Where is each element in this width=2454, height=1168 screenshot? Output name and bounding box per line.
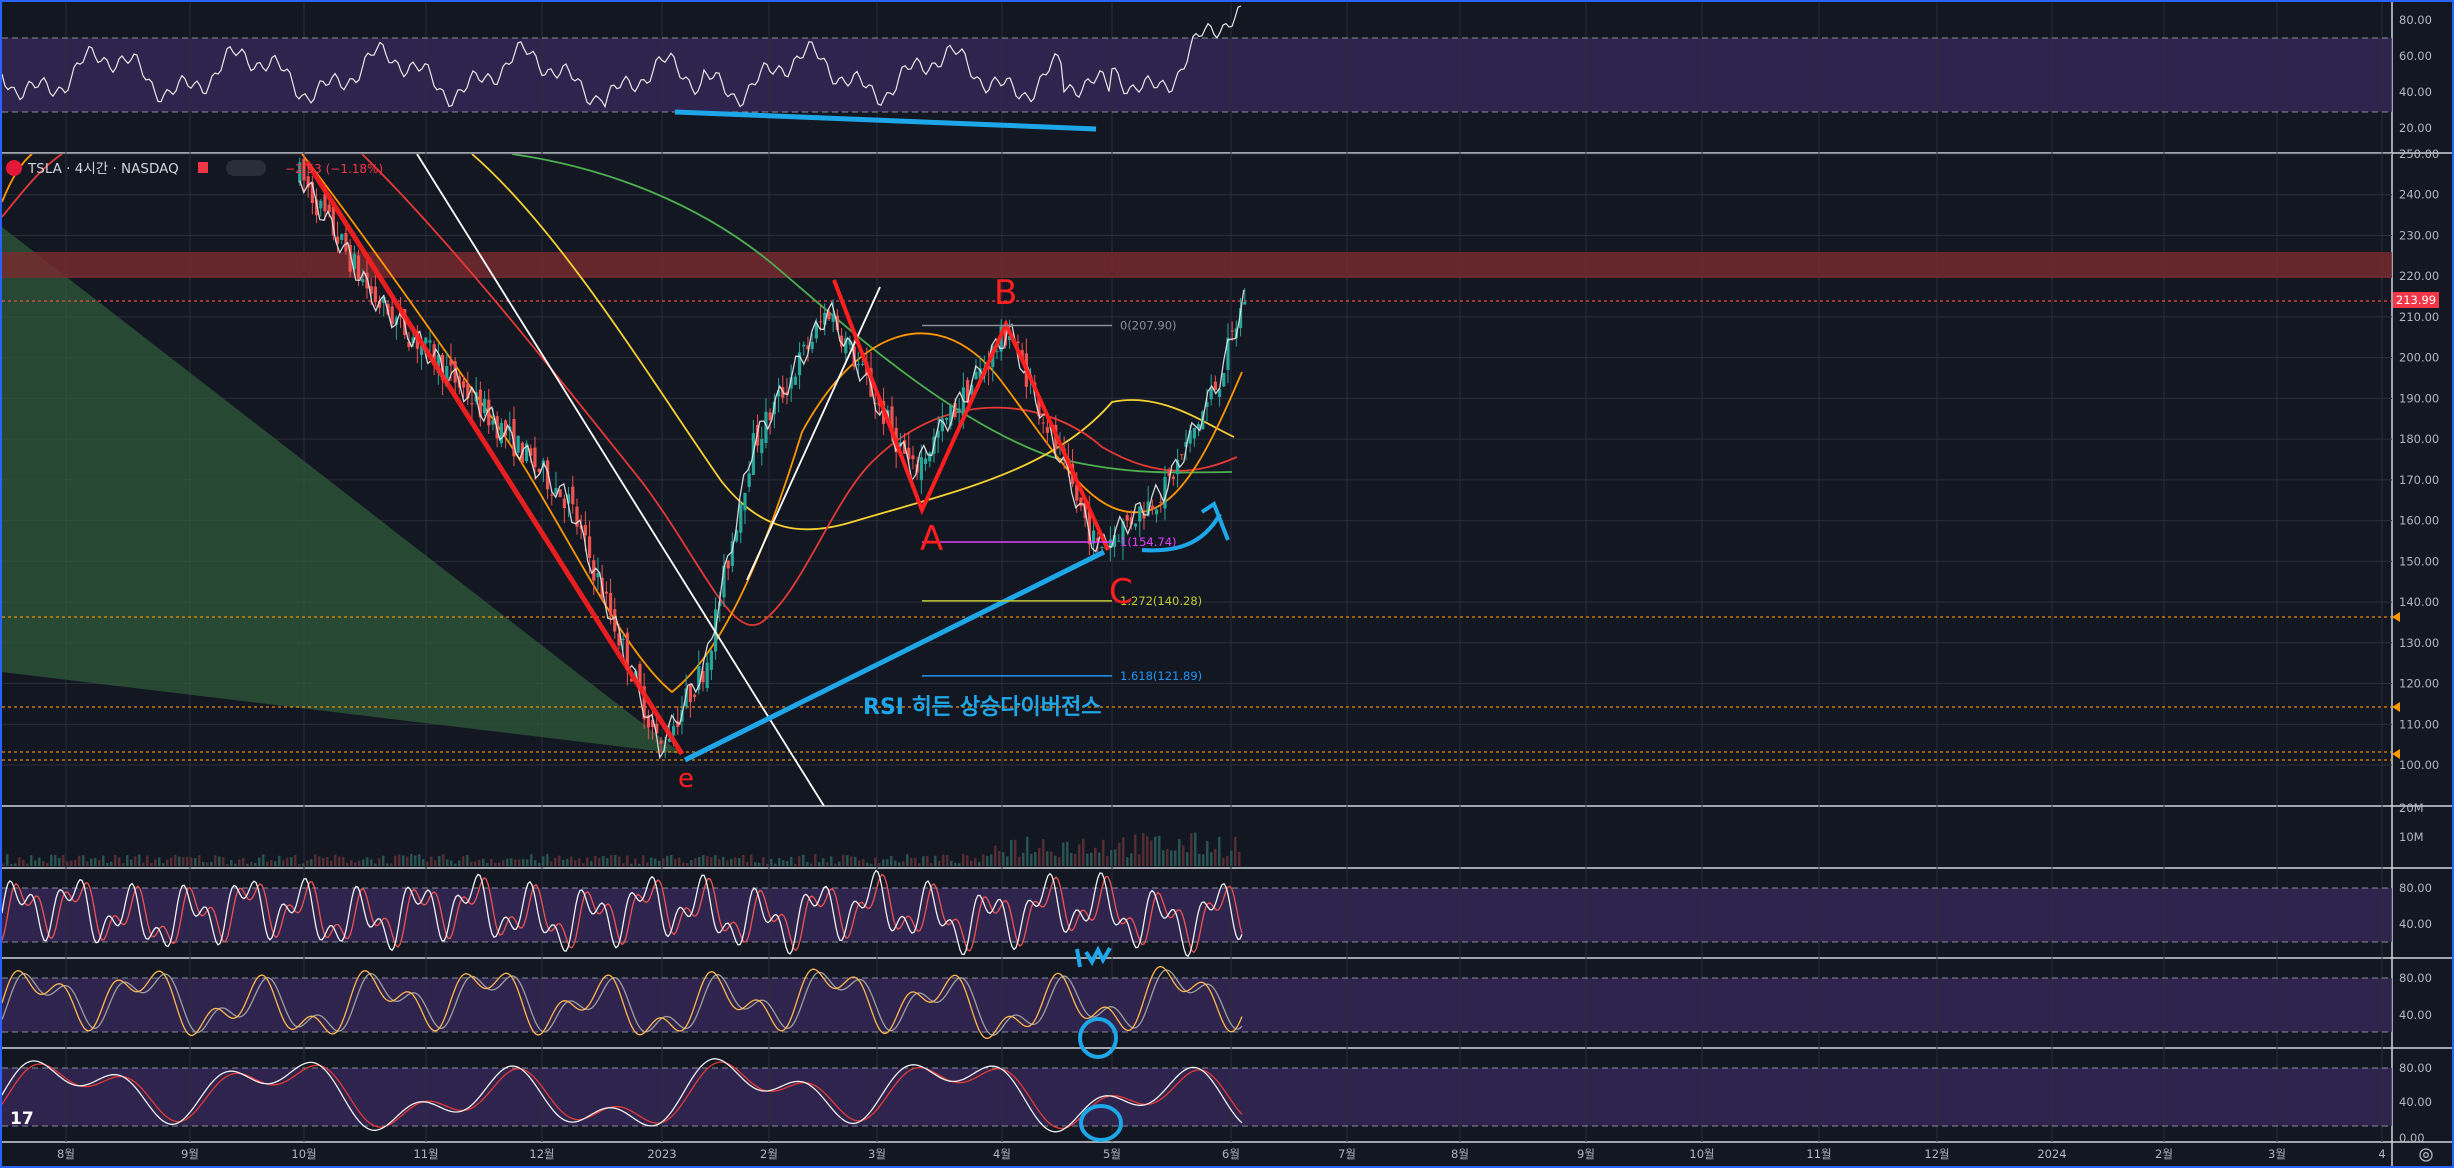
rsi-tick: 40.00 — [2399, 85, 2432, 99]
price-tick: 150.00 — [2399, 554, 2439, 568]
price-tick: 130.00 — [2399, 636, 2439, 650]
rsi-divergence-line — [674, 109, 1097, 132]
current-price-label: 213.99 — [2396, 293, 2436, 307]
time-tick: 2024 — [2037, 1147, 2066, 1161]
time-tick: 2월 — [2155, 1147, 2173, 1161]
time-tick: 3월 — [2268, 1147, 2286, 1161]
stochastic-panel-2[interactable] — [2, 965, 1243, 1039]
trend-drawings — [304, 154, 1230, 806]
price-axis[interactable]: 250.00 240.00 230.00 220.00 210.00 200.00 190.… — [2399, 13, 2439, 1145]
osc-tick: 0.00 — [2399, 1131, 2425, 1145]
osc-tick: 80.00 — [2399, 881, 2432, 895]
price-tick: 140.00 — [2399, 595, 2439, 609]
price-tick: 100.00 — [2399, 758, 2439, 772]
point-e-label: e — [678, 764, 694, 794]
price-tick: 240.00 — [2399, 188, 2439, 202]
fib-level_0: 0(207.90) — [1120, 318, 1177, 332]
time-tick: 8월 — [57, 1147, 75, 1161]
time-tick: 9월 — [181, 1147, 199, 1161]
time-tick: 10월 — [291, 1147, 316, 1161]
osc-tick: 80.00 — [2399, 971, 2432, 985]
band-dash-lines — [2, 37, 2392, 1127]
price-tick: 200.00 — [2399, 351, 2439, 365]
osc2-circle — [1078, 1017, 1118, 1059]
stochastic-panel-1[interactable] — [2, 869, 1243, 958]
osc3-circle — [1079, 1104, 1123, 1142]
letter-annotations: A B C e — [678, 273, 1133, 794]
osc-tick: 80.00 — [2399, 1061, 2432, 1075]
osc-tick: 40.00 — [2399, 917, 2432, 931]
fib-level_1272: 1.272(140.28) — [1120, 594, 1202, 608]
time-tick: 9월 — [1577, 1147, 1595, 1161]
price-tick: 210.00 — [2399, 310, 2439, 324]
current-price-badge: 213.99 — [2393, 292, 2439, 308]
visibility-toggle[interactable] — [226, 160, 266, 176]
volume-tick: 20M — [2399, 801, 2424, 815]
time-axis[interactable]: 8월 9월 10월 11월 12월 2023 2월 3월 4월 5월 6월 7월 8월 9월 10월 11월 1… — [57, 1147, 2386, 1161]
stochastic-panel-3[interactable] — [2, 1058, 1243, 1133]
rsi-tick: 60.00 — [2399, 49, 2432, 63]
time-tick: 3월 — [868, 1147, 886, 1161]
rsi-tick: 20.00 — [2399, 121, 2432, 135]
price-tick: 180.00 — [2399, 432, 2439, 446]
time-tick: 11월 — [413, 1147, 438, 1161]
price-tick: 230.00 — [2399, 228, 2439, 242]
time-tick: 2023 — [647, 1147, 676, 1161]
time-tick: 12월 — [1924, 1147, 1949, 1161]
tradingview-logo-icon: 17 — [10, 1109, 34, 1129]
resistance-zone — [2, 252, 2392, 278]
osc2-band — [2, 978, 2392, 1032]
osc-tick: 40.00 — [2399, 1095, 2432, 1109]
moving-averages — [2, 154, 1243, 694]
divergence-annotation: RSI 히든 상승다이버전스 — [863, 695, 1101, 720]
w-scribble — [1075, 945, 1112, 968]
price-tick: 160.00 — [2399, 514, 2439, 528]
time-tick: 10월 — [1689, 1147, 1714, 1161]
time-tick: 4월 — [993, 1147, 1011, 1161]
time-tick: 2월 — [760, 1147, 778, 1161]
symbol-title[interactable]: TSLA · 4시간 · NASDAQ — [27, 161, 179, 177]
point-c-label: C — [1109, 572, 1133, 612]
symbol-header: TSLA · 4시간 · NASDAQ −2.53 (−1.18%) — [6, 160, 383, 177]
price-tick: 190.00 — [2399, 391, 2439, 405]
rsi-panel[interactable] — [2, 5, 1242, 132]
time-tick: 12월 — [529, 1147, 554, 1161]
price-panel[interactable]: 0(207.90) 1(154.74) 1.272(140.28) 1.618(121… — [2, 153, 2392, 806]
osc-tick: 40.00 — [2399, 1008, 2432, 1022]
price-tick: 120.00 — [2399, 677, 2439, 691]
point-a-label: A — [920, 519, 943, 559]
time-tick: 7월 — [1338, 1147, 1356, 1161]
fib-level_1: 1(154.74) — [1120, 535, 1177, 549]
time-tick: 6월 — [1222, 1147, 1240, 1161]
rsi-band — [2, 38, 2392, 112]
price-tick: 250.00 — [2399, 147, 2439, 161]
symbol-change: −2.53 (−1.18%) — [285, 162, 383, 176]
settings-icon[interactable] — [2419, 1148, 2433, 1162]
tsla-logo-icon — [6, 160, 22, 176]
fib-level_1618: 1.618(121.89) — [1120, 669, 1202, 683]
volume-panel — [2, 832, 1241, 866]
time-tick: 11월 — [1806, 1147, 1831, 1161]
volume-tick: 10M — [2399, 830, 2424, 844]
time-tick: 8월 — [1451, 1147, 1469, 1161]
time-tick: 4 — [2378, 1147, 2385, 1161]
oscillator-markup — [1075, 945, 1123, 1142]
time-tick: 5월 — [1103, 1147, 1121, 1161]
price-tick: 110.00 — [2399, 717, 2439, 731]
axis-orange-markers — [2392, 612, 2400, 759]
price-tick: 220.00 — [2399, 269, 2439, 283]
osc3-band — [2, 1068, 2392, 1126]
price-tick: 170.00 — [2399, 473, 2439, 487]
rsi-tick: 80.00 — [2399, 13, 2432, 27]
gann-fan-zone — [2, 227, 682, 754]
flag-icon — [198, 162, 208, 173]
point-b-label: B — [994, 273, 1017, 313]
fibonacci-levels: 0(207.90) 1(154.74) 1.272(140.28) 1.618(121… — [922, 318, 1202, 683]
